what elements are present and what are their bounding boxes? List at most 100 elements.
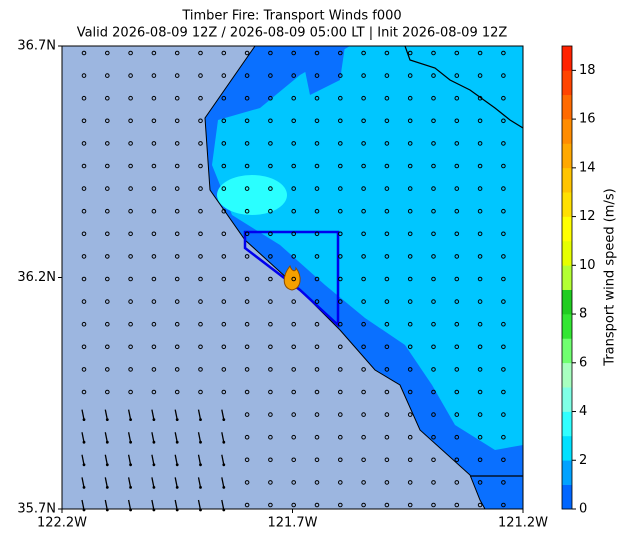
wind-barb — [151, 477, 155, 488]
wind-dot — [174, 141, 180, 146]
wind-barb — [151, 454, 155, 465]
wind-dot — [105, 50, 110, 56]
wind-dot — [128, 389, 133, 395]
wind-dot — [268, 321, 273, 327]
wind-dot — [384, 163, 390, 169]
wind-dot — [431, 412, 436, 417]
wind-dot — [314, 502, 320, 508]
wind-dot — [431, 276, 436, 282]
wind-dot — [361, 50, 366, 56]
wind-dot — [431, 50, 436, 56]
wind-dot — [407, 254, 413, 259]
wind-dot — [128, 73, 133, 78]
wind-dot — [338, 141, 343, 146]
wind-dot — [338, 321, 343, 327]
wind-dot — [338, 480, 343, 485]
wind-dot — [81, 389, 87, 395]
wind-dot — [501, 276, 506, 282]
wind-dot — [407, 502, 413, 508]
wind-dot — [314, 95, 320, 101]
wind-dot — [477, 480, 483, 485]
wind-barb — [127, 432, 132, 443]
wind-dot — [361, 344, 366, 350]
wind-dot — [407, 457, 413, 463]
wind-dot — [128, 231, 133, 237]
colorbar-segment — [562, 314, 572, 339]
wind-dot — [198, 231, 203, 237]
wind-dot — [407, 434, 413, 440]
wind-dot — [431, 457, 436, 463]
wind-dot — [454, 50, 460, 56]
wind-dot — [128, 344, 133, 350]
wind-barb — [104, 499, 108, 511]
colorbar-tick-label: 8 — [579, 307, 587, 322]
wind-dot — [151, 50, 157, 56]
wind-dot — [314, 186, 320, 191]
wind-dot — [244, 344, 250, 350]
wind-dot — [314, 367, 320, 372]
wind-dot — [82, 418, 86, 421]
wind-dot — [151, 254, 157, 259]
wind-dot — [82, 486, 86, 489]
wind-dot — [222, 486, 226, 489]
wind-dot — [361, 118, 366, 124]
wind-dot — [268, 186, 273, 191]
wind-dot — [105, 299, 110, 304]
wind-barb — [174, 477, 178, 488]
map — [61, 45, 524, 512]
wind-barb — [221, 432, 225, 443]
wind-dot — [477, 367, 483, 372]
wind-dot — [244, 95, 250, 101]
wind-dot — [105, 389, 110, 395]
colorbar-segment — [562, 338, 572, 364]
wind-dot — [454, 95, 460, 101]
wind-dot — [105, 321, 110, 327]
wind-dot — [151, 299, 157, 304]
wind-dot — [221, 367, 227, 372]
wind-dot — [338, 231, 343, 237]
colorbar-segment — [562, 46, 572, 71]
wind-dot — [407, 344, 413, 350]
wind-barb — [151, 432, 155, 443]
wind-dot — [477, 254, 483, 259]
wind-dot — [314, 457, 320, 463]
wind-dot — [314, 412, 320, 417]
wind-dot — [338, 299, 343, 304]
border — [404, 45, 524, 129]
wind-barb — [197, 477, 202, 488]
wind-dot — [314, 434, 320, 440]
wind-dot — [222, 463, 226, 467]
wind-dot — [384, 73, 390, 78]
wind-dot — [268, 50, 273, 56]
colorbar-segment — [562, 240, 572, 266]
wind-dot — [244, 254, 250, 259]
wind-dot — [174, 344, 180, 350]
wind-dot — [384, 389, 390, 395]
wind-dot — [244, 321, 250, 327]
wind-dot — [268, 231, 273, 237]
wind-dot — [314, 73, 320, 78]
wind-dot — [291, 231, 297, 237]
wind-dot — [244, 141, 250, 146]
wind-dot — [221, 163, 227, 169]
wind-dot — [338, 389, 343, 395]
wind-dot — [384, 299, 390, 304]
wind-dot — [314, 163, 320, 169]
wind-dot — [291, 344, 297, 350]
wind-dot — [128, 276, 133, 282]
wind-barb — [197, 409, 202, 420]
wind-dot — [361, 231, 366, 237]
wind-dot — [407, 208, 413, 214]
wind-dot — [361, 73, 366, 78]
wind-barb — [221, 409, 225, 420]
wind-dot — [221, 254, 227, 259]
colorbar-tick-label: 18 — [579, 63, 596, 78]
wind-dot — [105, 367, 110, 372]
wind-dot — [384, 502, 390, 508]
wind-dot — [221, 118, 227, 124]
wind-dot — [268, 344, 273, 350]
wind-dot — [384, 344, 390, 350]
wind-dot — [361, 480, 366, 485]
wind-dot — [314, 389, 320, 395]
